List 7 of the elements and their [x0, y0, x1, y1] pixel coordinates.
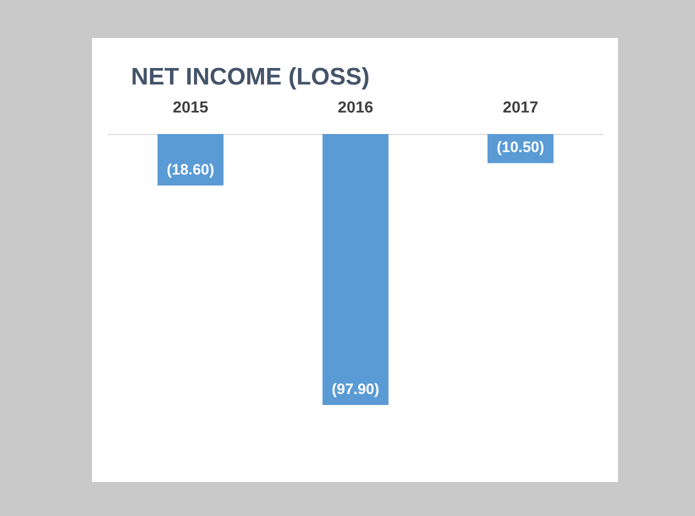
x-tick-label: 2016 — [338, 100, 374, 116]
x-tick-label: 2015 — [172, 100, 208, 116]
data-label: (18.60) — [166, 161, 214, 178]
chart-title: NET INCOME (LOSS) — [131, 64, 370, 90]
data-label: (10.50) — [496, 139, 544, 156]
data-label: (97.90) — [332, 381, 380, 398]
x-tick-label: 2017 — [502, 100, 538, 116]
